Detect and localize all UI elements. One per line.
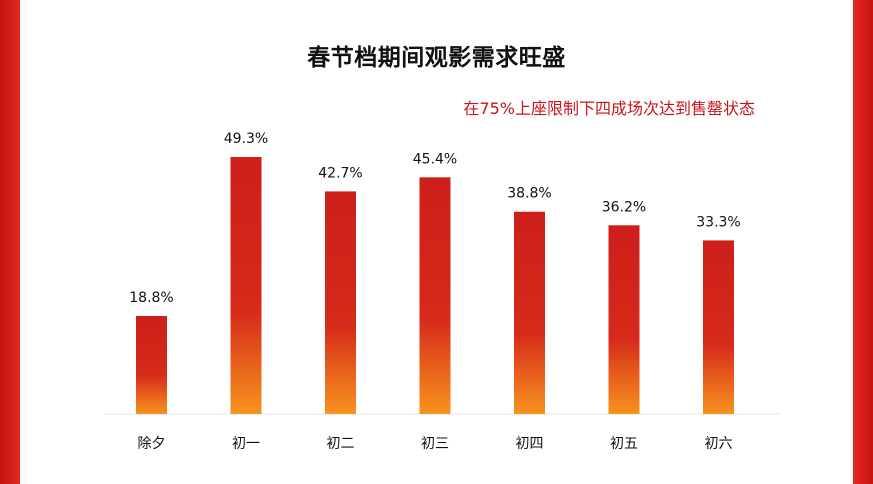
bar-初三 <box>419 177 451 414</box>
bar-初五 <box>608 225 640 414</box>
bar-初六 <box>703 240 734 414</box>
value-label: 18.8% <box>129 290 173 306</box>
chart-subtitle: 在75%上座限制下四成场次达到售罄状态 <box>463 99 755 118</box>
category-label: 初六 <box>705 435 733 452</box>
left-red-border <box>0 0 20 484</box>
category-label: 初一 <box>232 435 260 452</box>
bar-初二 <box>325 191 356 414</box>
category-label: 初三 <box>421 435 449 452</box>
value-label: 36.2% <box>602 199 646 215</box>
bar-初一 <box>230 157 262 414</box>
value-label: 45.4% <box>413 151 457 167</box>
category-label: 初二 <box>327 435 355 452</box>
value-label: 49.3% <box>224 131 268 147</box>
category-label: 除夕 <box>138 436 166 452</box>
value-label: 38.8% <box>507 186 551 202</box>
value-label: 42.7% <box>318 165 362 181</box>
category-label: 初四 <box>516 435 544 452</box>
bar-除夕 <box>136 315 167 414</box>
value-label: 33.3% <box>696 214 740 230</box>
right-red-border <box>853 0 873 484</box>
chart-title: 春节档期间观影需求旺盛 <box>307 45 566 71</box>
bar-初四 <box>514 211 545 414</box>
bars-group: 18.8% 除夕 49.3% 初一 42.7% 初二 45.4% 初三 38.8% 初四 36.2%… <box>129 131 740 452</box>
category-label: 初五 <box>610 435 638 452</box>
